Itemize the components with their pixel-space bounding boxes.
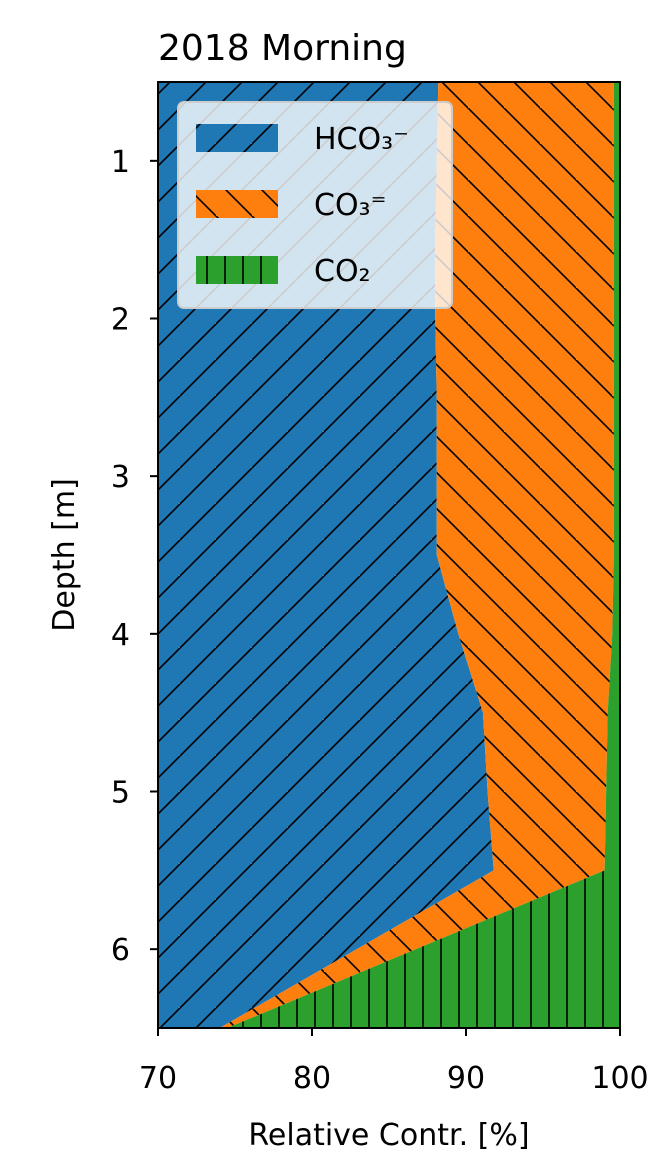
area [219, 82, 614, 1028]
x-tick-label: 100 [591, 1061, 648, 1096]
y-tick-label: 2 [111, 303, 130, 338]
area [227, 82, 620, 1028]
area [158, 82, 494, 1028]
chart-title: 2018 Morning [158, 28, 407, 69]
x-tick-label: 90 [447, 1061, 485, 1096]
legend-label: CO₃⁼ [314, 188, 386, 223]
y-tick-label: 3 [111, 460, 130, 495]
axes-frame [157, 81, 621, 1029]
legend-label: HCO₃⁻ [314, 122, 409, 157]
legend: HCO₃⁻ CO₃⁼ CO₂ [177, 101, 453, 309]
legend-swatch [196, 124, 278, 152]
plot-area [158, 82, 620, 1028]
y-tick-label: 4 [111, 618, 130, 653]
legend-swatch [196, 190, 278, 218]
x-tick-label: 70 [139, 1061, 177, 1096]
y-axis-label: Depth [m] [47, 478, 82, 632]
x-tick-label: 80 [293, 1061, 331, 1096]
y-tick-label: 6 [111, 933, 130, 968]
x-axis-label: Relative Contr. [%] [248, 1118, 529, 1153]
legend-label: CO₂ [314, 254, 371, 289]
y-tick-label: 5 [111, 776, 130, 811]
legend-swatch [196, 256, 278, 284]
y-tick-label: 1 [111, 145, 130, 180]
